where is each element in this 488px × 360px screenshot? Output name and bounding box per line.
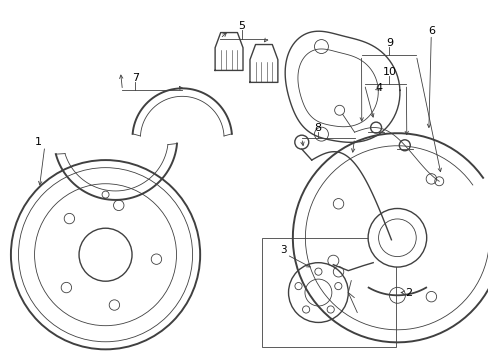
Text: 8: 8 xyxy=(313,123,321,133)
Bar xyxy=(262,238,396,347)
Text: 3: 3 xyxy=(280,245,286,255)
Text: 2: 2 xyxy=(404,288,411,298)
Text: 7: 7 xyxy=(132,73,139,84)
Circle shape xyxy=(367,208,426,267)
Text: 6: 6 xyxy=(427,26,434,36)
Circle shape xyxy=(314,127,328,141)
Text: 10: 10 xyxy=(382,67,396,77)
Text: 5: 5 xyxy=(238,21,245,31)
Text: 9: 9 xyxy=(385,37,392,48)
Text: 4: 4 xyxy=(375,84,382,93)
Text: 1: 1 xyxy=(35,137,42,147)
Circle shape xyxy=(314,40,328,54)
